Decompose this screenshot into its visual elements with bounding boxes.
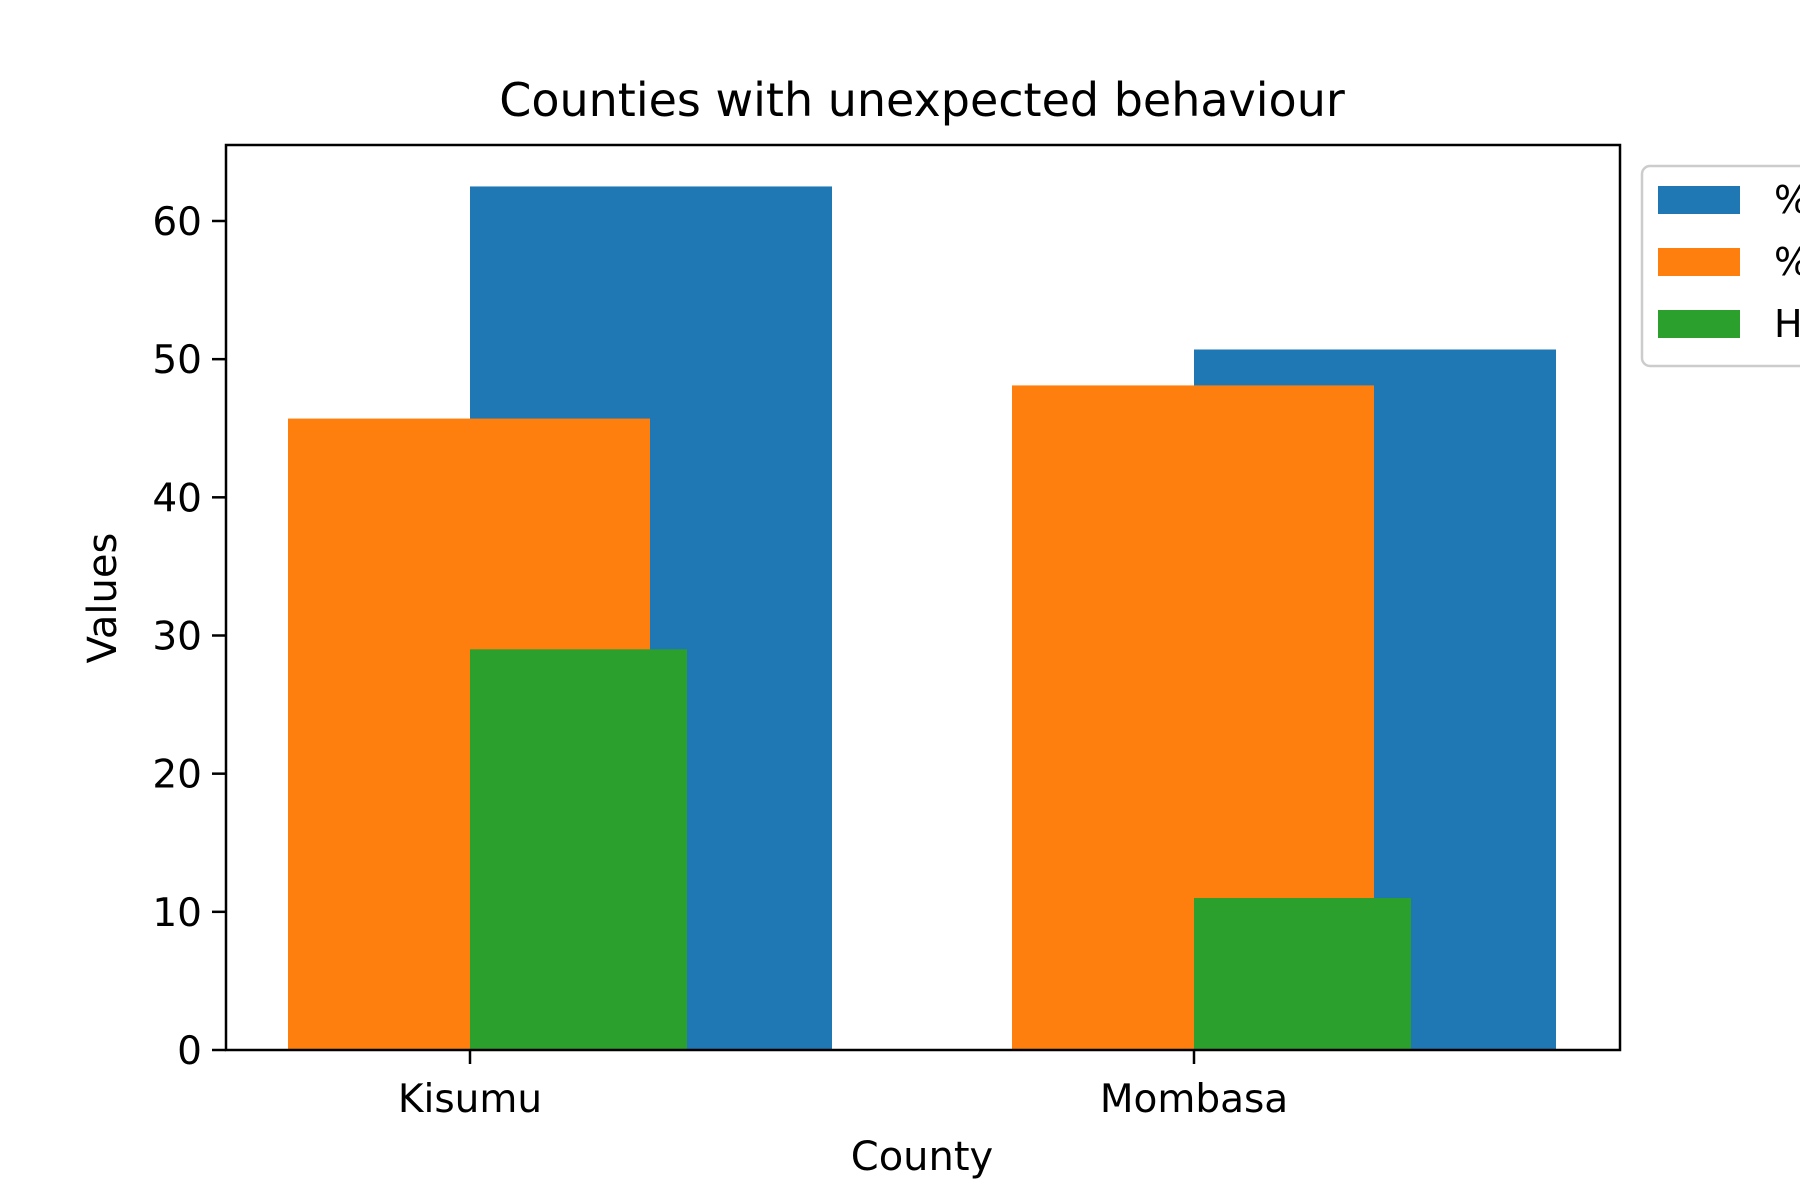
x-tick-label: Mombasa: [1100, 1077, 1288, 1122]
y-axis: 0 10 20 30 40 50 60: [152, 200, 226, 1074]
y-tick-label: 0: [177, 1029, 202, 1074]
bars-group: [288, 186, 1556, 1051]
x-tick-label: Kisumu: [398, 1077, 542, 1122]
legend-swatch-1: [1658, 186, 1740, 214]
plot-frame: [224, 143, 1622, 1052]
y-axis-label: Values: [80, 533, 126, 664]
y-tick-label: 30: [152, 614, 202, 659]
bar-series-3-mombasa: [1194, 898, 1411, 1050]
y-tick-label: 60: [152, 200, 202, 245]
legend: %% H: [1640, 164, 1800, 368]
bar-series-3-kisumu: [470, 649, 687, 1050]
legend-swatch-3: [1658, 310, 1740, 338]
x-axis-label: County: [851, 1134, 993, 1180]
y-tick-label: 40: [152, 476, 202, 521]
legend-swatch-2: [1658, 248, 1740, 276]
legend-label-3: H: [1774, 302, 1800, 346]
x-axis: Kisumu Mombasa: [398, 1050, 1288, 1122]
y-tick-label: 20: [152, 753, 202, 798]
legend-label-2: %: [1774, 240, 1800, 284]
y-tick-label: 10: [152, 891, 202, 936]
legend-label-1: %: [1774, 178, 1800, 222]
chart-title: Counties with unexpected behaviour: [499, 73, 1345, 127]
y-tick-label: 50: [152, 338, 202, 383]
